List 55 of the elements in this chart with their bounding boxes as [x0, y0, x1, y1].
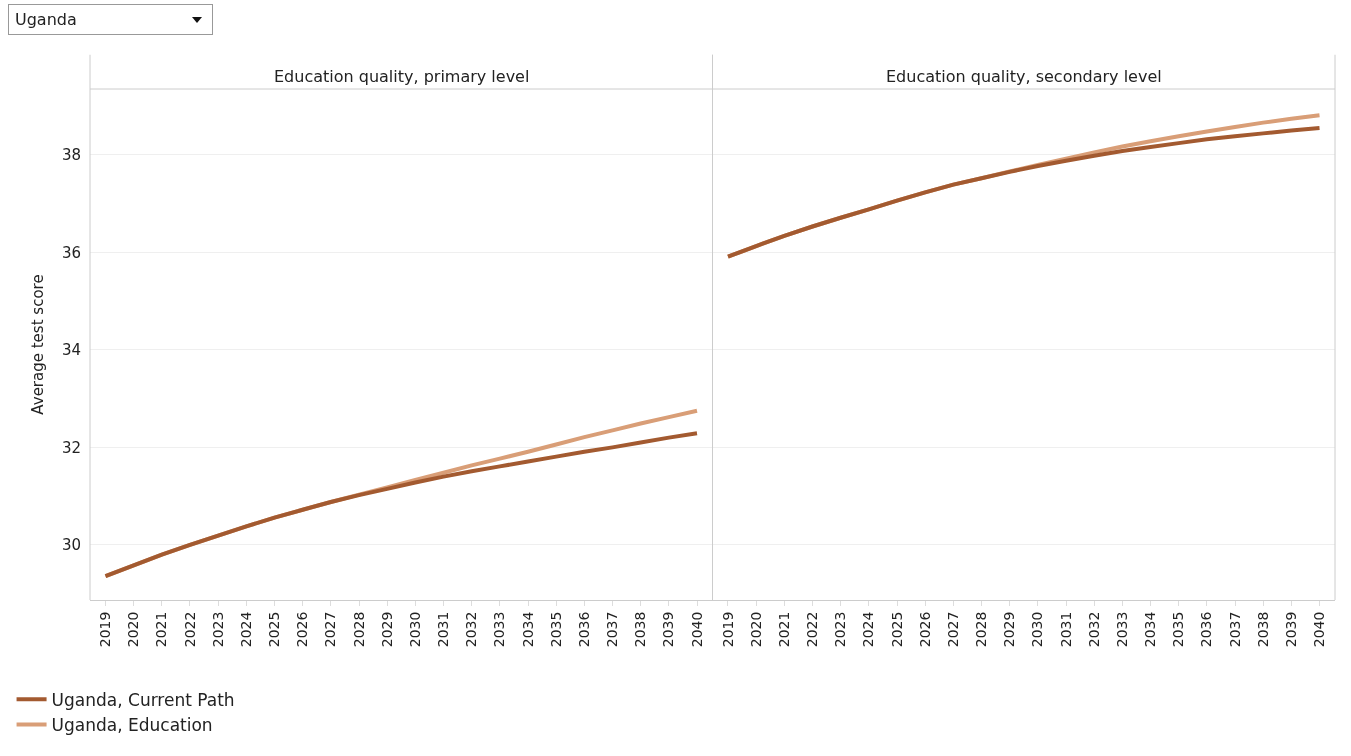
- x-tick-label: 2026: [294, 611, 311, 648]
- legend-label: Uganda, Current Path: [51, 689, 235, 710]
- x-tick-label: 2029: [378, 611, 395, 648]
- x-tick-label: 2034: [519, 611, 536, 648]
- x-tick-label: 2019: [719, 611, 736, 648]
- x-tick-label: 2038: [1254, 611, 1271, 648]
- x-tick-label: 2031: [1057, 611, 1074, 648]
- x-tick-label: 2028: [973, 611, 990, 648]
- x-tick-label: 2030: [1029, 611, 1046, 648]
- x-tick-label: 2024: [860, 611, 877, 648]
- text: Uganda: [15, 10, 77, 29]
- x-tick-label: 2028: [350, 611, 367, 648]
- x-tick-label: 2027: [944, 611, 961, 648]
- x-tick-label: 2030: [406, 611, 423, 648]
- x-tick-label: 2027: [322, 611, 339, 648]
- x-tick-label: 2036: [1198, 611, 1215, 648]
- x-tick-label: 2035: [547, 611, 564, 648]
- x-tick-label: 2022: [804, 611, 821, 648]
- x-tick-label: 2020: [747, 611, 764, 648]
- x-tick-label: 2036: [575, 611, 592, 648]
- x-tick-label: 2035: [1170, 611, 1187, 648]
- y-axis-title: Average test score: [29, 274, 48, 415]
- x-tick-label: 2029: [1001, 611, 1018, 648]
- x-tick-label: 2037: [1226, 611, 1243, 648]
- x-tick-label: 2033: [1113, 611, 1130, 648]
- x-tick-label: 2031: [435, 611, 452, 648]
- x-tick-label: 2025: [266, 611, 283, 648]
- x-tick-label: 2038: [632, 611, 649, 648]
- x-tick-label: 2040: [1311, 611, 1328, 648]
- x-tick-label: 2024: [237, 611, 254, 648]
- x-tick-label: 2034: [1142, 611, 1159, 648]
- y-tick-label: 30: [61, 536, 81, 555]
- legend-label: Uganda, Education: [51, 715, 213, 736]
- x-tick-label: 2022: [181, 611, 198, 648]
- x-tick-label: 2037: [604, 611, 621, 648]
- y-tick-label: 38: [61, 146, 81, 165]
- x-tick-label: 2020: [125, 611, 142, 648]
- x-tick-label: 2026: [916, 611, 933, 648]
- y-tick-label: 34: [61, 341, 81, 360]
- x-tick-label: 2023: [832, 611, 849, 648]
- x-tick-label: 2032: [1085, 611, 1102, 648]
- x-tick-label: 2039: [660, 611, 677, 648]
- x-tick-label: 2039: [1282, 611, 1299, 648]
- x-tick-label: 2021: [153, 611, 170, 648]
- x-tick-label: 2025: [888, 611, 905, 648]
- x-tick-label: 2021: [775, 611, 792, 648]
- x-tick-label: 2040: [688, 611, 705, 648]
- x-tick-label: 2033: [491, 611, 508, 648]
- y-tick-label: 36: [61, 243, 81, 262]
- x-tick-label: 2032: [463, 611, 480, 648]
- x-tick-label: 2023: [209, 611, 226, 648]
- chart-title: Education quality, primary level: [274, 67, 530, 86]
- chart-title: Education quality, secondary level: [886, 67, 1162, 86]
- y-tick-label: 32: [61, 438, 81, 457]
- x-tick-label: 2019: [97, 611, 114, 648]
